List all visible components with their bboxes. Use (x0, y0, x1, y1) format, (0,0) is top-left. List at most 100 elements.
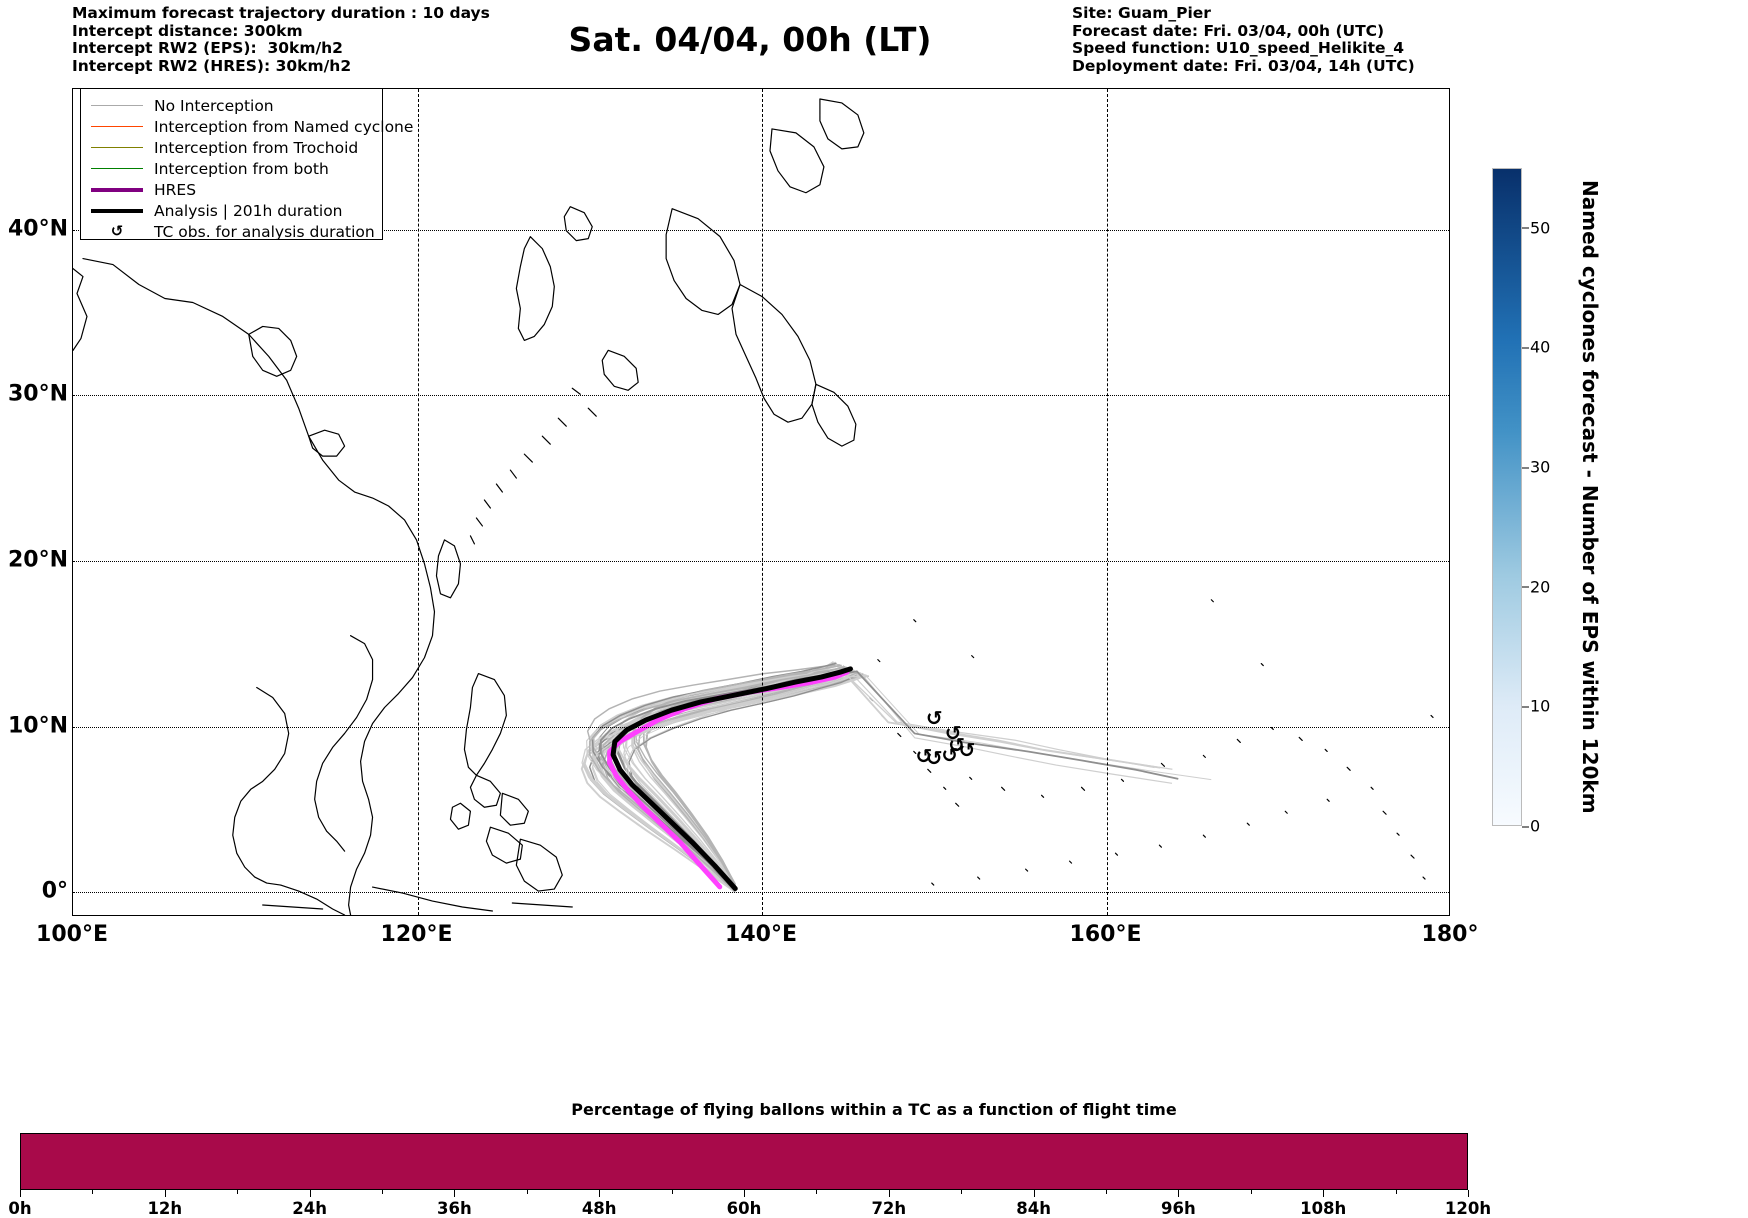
percentage-bar-tick-label: 60h (726, 1199, 762, 1218)
percentage-bar-frame[interactable] (20, 1133, 1468, 1190)
longitude-gridline (1106, 89, 1108, 915)
percentage-bar-tick (744, 1190, 745, 1197)
percentage-bar-tick-label: 12h (147, 1199, 183, 1218)
longitude-gridline (762, 89, 763, 915)
legend-label: TC obs. for analysis duration (154, 222, 375, 241)
highlight-trajectories (607, 666, 853, 892)
header-right-line-1: Forecast date: Fri. 03/04, 00h (UTC) (1072, 21, 1385, 40)
header-right-line-3: Deployment date: Fri. 03/04, 14h (UTC) (1072, 56, 1415, 75)
legend-label: Interception from Trochoid (154, 138, 359, 157)
latitude-gridline (73, 726, 1449, 728)
header-right-info: Site: Guam_Pier Forecast date: Fri. 03/04… (1072, 4, 1415, 75)
map-legend[interactable]: No Interception Interception from Named c… (80, 88, 413, 242)
percentage-bar-minor-tick (1395, 1190, 1397, 1194)
ensemble-trajectory (599, 670, 1179, 892)
percentage-bar-tick-label: 36h (437, 1199, 472, 1218)
percentage-bar-minor-tick (1106, 1190, 1107, 1194)
page-title: Sat. 04/04, 00h (LT) (568, 20, 932, 59)
cyclone-icon: ↺ (925, 706, 943, 731)
percentage-bar-minor-tick (671, 1190, 673, 1194)
legend-swatch (91, 105, 143, 106)
legend-item-3[interactable]: Interception from both (81, 158, 382, 179)
latitude-tick-label: 0° (41, 878, 68, 904)
percentage-bar-tick-label: 0h (8, 1199, 32, 1218)
percentage-bar-tick-label: 48h (581, 1199, 617, 1218)
legend-swatch (91, 147, 143, 148)
legend-swatch (91, 168, 143, 169)
longitude-tick-label: 140°E (725, 922, 797, 947)
percentage-bar-tick (1323, 1190, 1325, 1197)
header-left-line-3: Intercept RW2 (HRES): 30km/h2 (72, 56, 352, 75)
ensemble-trajectory (633, 664, 842, 887)
colorbar-tick-label: 10 (1521, 696, 1551, 716)
colorbar-tick-label: 50 (1521, 218, 1551, 238)
cyclone-icon: ↺ (915, 744, 933, 769)
header-right-line-0: Site: Guam_Pier (1072, 4, 1211, 22)
cyclone-icon: ↺ (110, 222, 124, 240)
coastline-layer (73, 98, 1434, 915)
percentage-bar-tick-label: 84h (1016, 1199, 1051, 1218)
percentage-bar-tick-label: 120h (1444, 1199, 1492, 1218)
percentage-bar-title: Percentage of flying ballons within a TC… (571, 1100, 1177, 1119)
map-svg (73, 98, 1434, 915)
colorbar-tick-label: 20 (1521, 577, 1551, 597)
ensemble-trajectory (634, 667, 849, 887)
latitude-tick-label: 40°N (7, 216, 68, 242)
legend-item-6[interactable]: ↺ TC obs. for analysis duration (81, 221, 382, 242)
percentage-bar-tick-label: 96h (1161, 1199, 1196, 1218)
percentage-bar-tick (1468, 1190, 1469, 1197)
percentage-bar-tick (1178, 1190, 1180, 1197)
percentage-bar-tick (599, 1190, 601, 1197)
percentage-bar-minor-tick (1250, 1190, 1252, 1194)
legend-item-2[interactable]: Interception from Trochoid (81, 137, 382, 158)
percentage-bar-tick (1033, 1190, 1035, 1197)
latitude-tick-label: 30°N (7, 381, 68, 407)
cyclone-icon: ↺ (941, 742, 959, 767)
longitude-tick-label: 160°E (1069, 922, 1142, 947)
legend-swatch (91, 208, 143, 213)
latitude-gridline (73, 892, 1449, 894)
latitude-tick-label: 10°N (7, 713, 68, 739)
latitude-gridline (73, 395, 1449, 397)
percentage-bar-tick-label: 108h (1300, 1199, 1347, 1218)
legend-label: Interception from Named cyclone (154, 117, 414, 136)
longitude-tick-label: 100°E (36, 922, 108, 947)
percentage-bar-fill (21, 1134, 1467, 1189)
colorbar-gradient (1492, 168, 1522, 826)
percentage-bar-tick (164, 1190, 166, 1197)
cyclone-icon: ↺ (958, 737, 976, 762)
colorbar-label: Named cyclones forecast - Number of EPS … (1578, 180, 1602, 814)
percentage-bar-minor-tick (961, 1190, 963, 1194)
percentage-bar-minor-tick (92, 1190, 94, 1194)
percentage-bar-minor-tick (816, 1190, 818, 1194)
legend-label: Interception from both (154, 159, 329, 178)
longitude-tick-label: 180° (1421, 922, 1479, 947)
latitude-gridline (73, 229, 1449, 231)
legend-label: HRES (154, 180, 197, 199)
legend-swatch (91, 187, 143, 192)
percentage-bar-minor-tick (526, 1190, 528, 1194)
header-left-line-0: Maximum forecast trajectory duration : 1… (72, 4, 490, 22)
percentage-bar-tick (309, 1190, 311, 1197)
colorbar-tick-label: 40 (1521, 337, 1551, 357)
percentage-bar-tick (888, 1190, 890, 1197)
longitude-gridline (417, 89, 419, 915)
legend-label: Analysis | 201h duration (154, 201, 343, 220)
latitude-tick-label: 20°N (7, 547, 68, 573)
percentage-bar-tick-label: 24h (292, 1199, 327, 1218)
legend-swatch (91, 126, 143, 127)
legend-item-5[interactable]: Analysis | 201h duration (81, 200, 382, 221)
legend-item-0[interactable]: No Interception (81, 95, 382, 116)
percentage-bar-tick (20, 1190, 21, 1197)
colorbar[interactable] (1492, 168, 1522, 826)
percentage-bar-minor-tick (237, 1190, 239, 1194)
percentage-bar-block: Percentage of flying ballons within a TC… (0, 1100, 1748, 1218)
header-left-info: Maximum forecast trajectory duration : 1… (72, 4, 490, 75)
legend-item-4[interactable]: HRES (81, 179, 382, 200)
percentage-bar-tick-label: 72h (871, 1199, 907, 1218)
colorbar-tick-label: 30 (1521, 457, 1551, 477)
legend-item-1[interactable]: Interception from Named cyclone (81, 116, 413, 137)
percentage-bar-tick (454, 1190, 456, 1197)
percentage-bar-minor-tick (382, 1190, 383, 1194)
header-left-line-1: Intercept distance: 300km (72, 21, 303, 40)
